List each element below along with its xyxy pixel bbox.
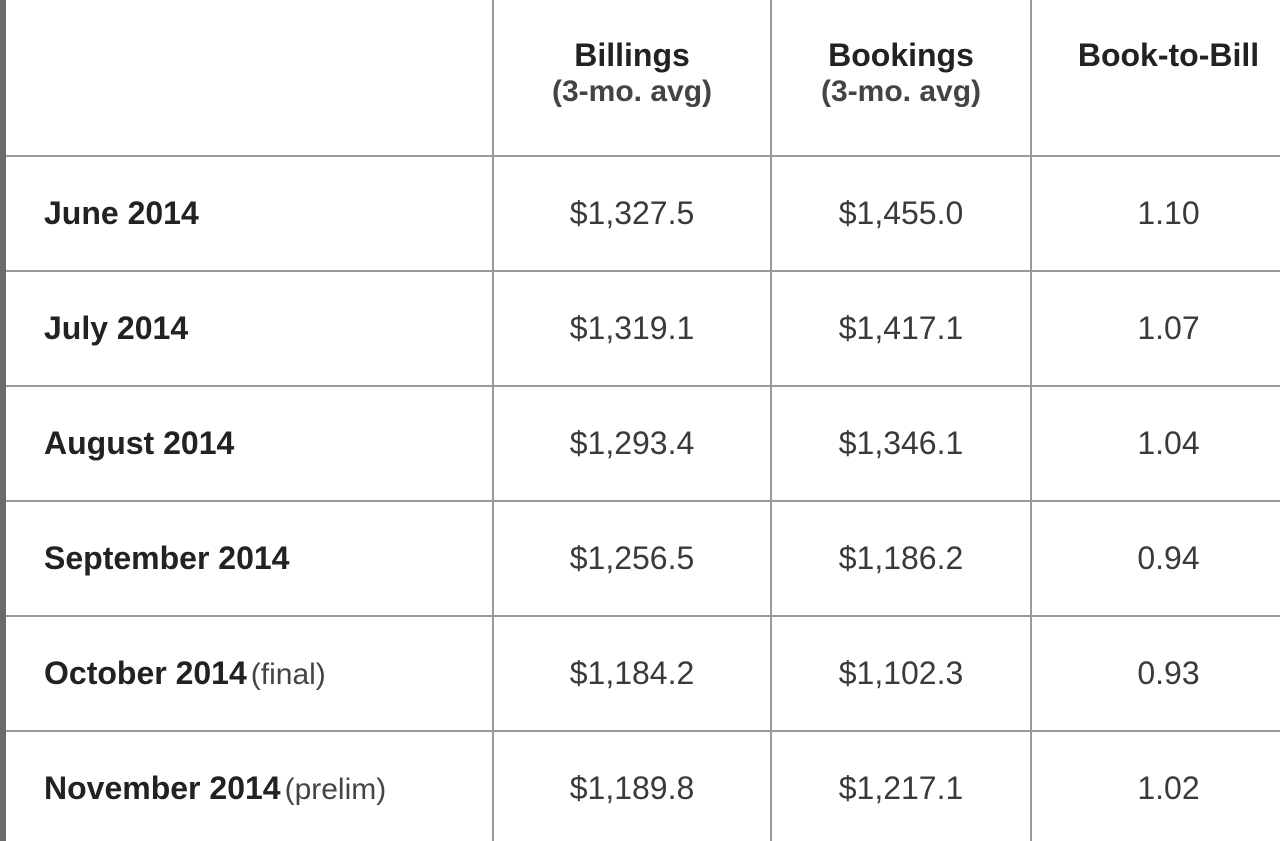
billings-cell: $1,189.8: [492, 730, 772, 841]
header-cell-month: [6, 0, 494, 157]
month-cell: June 2014: [6, 155, 494, 272]
header-label-month: [6, 0, 492, 36]
month-label: October 2014: [44, 655, 247, 691]
month-label: July 2014: [44, 310, 189, 346]
billings-cell: $1,327.5: [492, 155, 772, 272]
bookings-cell: $1,186.2: [770, 500, 1032, 617]
book-to-bill-cell: 0.93: [1030, 615, 1280, 732]
book-to-bill-cell: 1.04: [1030, 385, 1280, 502]
book-to-bill-cell: 1.10: [1030, 155, 1280, 272]
table-row: August 2014 $1,293.4 $1,346.1 1.04: [6, 385, 1280, 502]
book-to-bill-cell: 1.02: [1030, 730, 1280, 841]
month-note: (prelim): [284, 773, 387, 806]
month-cell: October 2014 (final): [6, 615, 494, 732]
bookings-cell: $1,217.1: [770, 730, 1032, 841]
billings-cell: $1,256.5: [492, 500, 772, 617]
month-label: June 2014: [44, 195, 199, 231]
header-cell-billings: Billings (3-mo. avg): [492, 0, 772, 157]
bookings-cell: $1,346.1: [770, 385, 1032, 502]
book-to-bill-table: Billings (3-mo. avg) Bookings (3-mo. avg…: [6, 0, 1280, 841]
month-cell: August 2014: [6, 385, 494, 502]
header-label-book-to-bill: Book-to-Bill: [1077, 37, 1260, 73]
table-row: September 2014 $1,256.5 $1,186.2 0.94: [6, 500, 1280, 617]
month-cell: July 2014: [6, 270, 494, 387]
header-cell-bookings: Bookings (3-mo. avg): [770, 0, 1032, 157]
month-note: (final): [250, 658, 326, 691]
billings-cell: $1,293.4: [492, 385, 772, 502]
header-cell-book-to-bill: Book-to-Bill: [1030, 0, 1280, 157]
table-row: October 2014 (final) $1,184.2 $1,102.3 0.…: [6, 615, 1280, 732]
left-border-rule: [0, 0, 6, 841]
month-label: September 2014: [44, 540, 290, 576]
billings-cell: $1,319.1: [492, 270, 772, 387]
month-cell: November 2014 (prelim): [6, 730, 494, 841]
header-sublabel-billings: (3-mo. avg): [551, 75, 713, 108]
book-to-bill-cell: 0.94: [1030, 500, 1280, 617]
header-sublabel-bookings: (3-mo. avg): [820, 75, 982, 108]
header-row: Billings (3-mo. avg) Bookings (3-mo. avg…: [6, 0, 1280, 157]
book-to-bill-cell: 1.07: [1030, 270, 1280, 387]
month-label: August 2014: [44, 425, 235, 461]
month-cell: September 2014: [6, 500, 494, 617]
table-row: June 2014 $1,327.5 $1,455.0 1.10: [6, 155, 1280, 272]
bookings-cell: $1,102.3: [770, 615, 1032, 732]
month-label: November 2014: [44, 770, 281, 806]
bookings-cell: $1,455.0: [770, 155, 1032, 272]
billings-cell: $1,184.2: [492, 615, 772, 732]
table-row: November 2014 (prelim) $1,189.8 $1,217.1 …: [6, 730, 1280, 841]
bookings-cell: $1,417.1: [770, 270, 1032, 387]
header-label-billings: Billings: [574, 37, 690, 73]
table-row: July 2014 $1,319.1 $1,417.1 1.07: [6, 270, 1280, 387]
header-label-bookings: Bookings: [828, 37, 974, 73]
